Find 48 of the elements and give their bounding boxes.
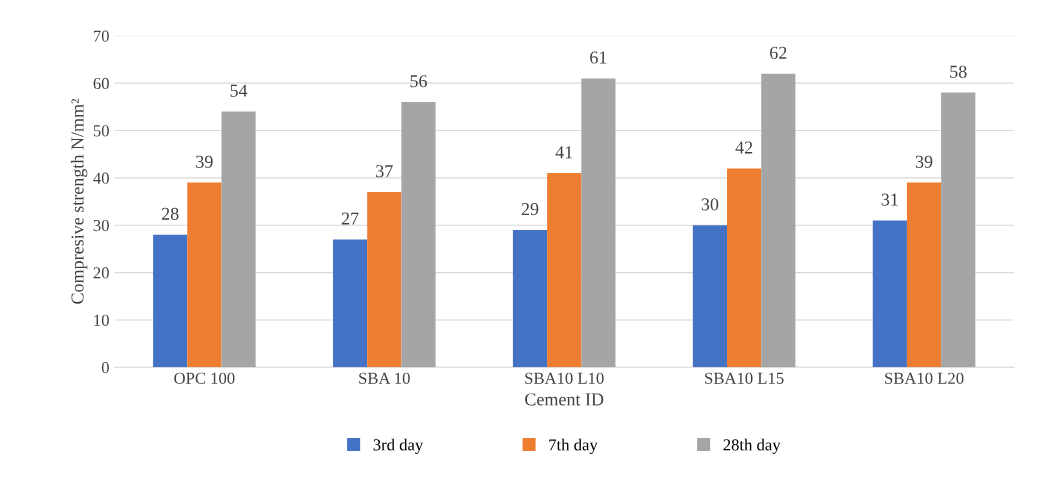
bar: [581, 78, 616, 368]
bar: [872, 220, 907, 368]
y-tick-label: 70: [93, 30, 109, 42]
data-label: 62: [770, 46, 787, 59]
data-label: 54: [230, 84, 248, 97]
data-label: 28: [161, 207, 179, 220]
x-tick-label: SBA10 L15: [705, 372, 784, 384]
y-tick-label: 60: [93, 77, 109, 90]
bar: [692, 225, 728, 368]
data-label: 61: [590, 51, 607, 64]
legend-label: 7th day: [549, 438, 598, 454]
y-tick-label: 20: [93, 267, 109, 279]
data-label: 31: [881, 193, 898, 206]
bar: [906, 182, 942, 368]
bar: [761, 73, 796, 368]
data-label: 30: [701, 198, 719, 211]
data-label: 39: [196, 155, 213, 168]
data-label: 56: [410, 75, 427, 88]
data-label: 58: [950, 65, 967, 78]
bar: [367, 192, 402, 368]
bar: [941, 92, 976, 368]
data-label: 29: [521, 203, 539, 216]
bar: [187, 182, 222, 368]
legend-label: 28th day: [723, 438, 781, 454]
bar: [221, 111, 256, 368]
data-label: 37: [376, 165, 393, 178]
data-label: 27: [341, 212, 359, 225]
y-axis-title: Compresive strength N/mm²: [70, 98, 88, 304]
y-tick-label: 40: [93, 172, 109, 184]
y-tick-label: 30: [93, 219, 109, 232]
data-label: 39: [915, 155, 933, 168]
bar: [727, 168, 762, 368]
x-tick-label: SBA 10: [359, 372, 410, 384]
legend-label: 3rd day: [373, 438, 424, 454]
x-tick-label: SBA10 L20: [885, 372, 964, 384]
y-tick-label: 10: [94, 314, 109, 326]
bar: [401, 102, 436, 368]
data-label: 41: [555, 146, 573, 159]
data-label: 42: [735, 141, 753, 154]
bar: [333, 239, 368, 368]
bar: [153, 234, 188, 368]
bar: [547, 173, 582, 368]
y-tick-label: 0: [101, 361, 109, 374]
x-axis-title: Cement ID: [525, 393, 604, 406]
x-tick-label: SBA10 L10: [525, 372, 604, 384]
y-tick-label: 50: [93, 125, 109, 137]
bar: [512, 229, 548, 368]
x-tick-label: OPC 100: [174, 372, 235, 384]
